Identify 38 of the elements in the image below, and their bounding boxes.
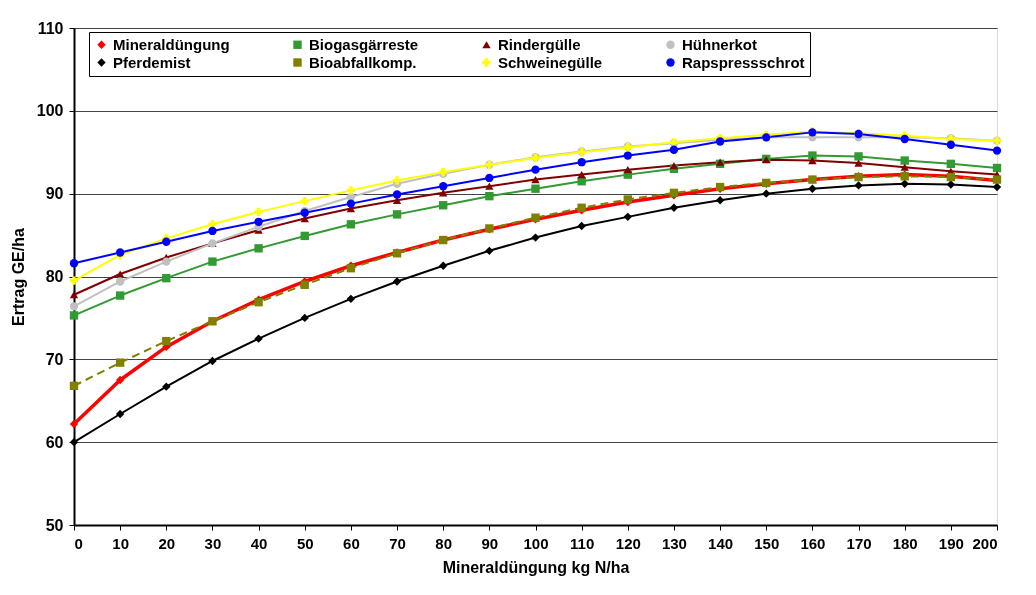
- legend-label: Bioabfallkomp.: [309, 53, 417, 71]
- legend-label: Hühnerkot: [682, 35, 757, 53]
- x-tick-label: 60: [343, 534, 360, 552]
- legend-label: Pferdemist: [113, 53, 191, 71]
- legend-label: Rindergülle: [498, 35, 581, 53]
- x-tick-label: 180: [892, 534, 918, 552]
- legend-label: Mineraldüngung: [113, 35, 230, 53]
- x-tick-label: 90: [481, 534, 499, 552]
- legend-label: Schweinegülle: [498, 53, 603, 71]
- x-tick-label: 110: [570, 534, 595, 552]
- x-tick-label: 160: [800, 534, 826, 552]
- x-tick-label: 10: [112, 534, 129, 552]
- x-tick-label: 80: [435, 534, 453, 552]
- y-axis-title: Ertrag GE/ha: [9, 228, 27, 326]
- y-tick-label: 90: [45, 185, 64, 203]
- x-tick-label: 200: [972, 534, 998, 552]
- x-tick-label: 20: [158, 534, 176, 552]
- y-tick-label: 50: [45, 516, 64, 534]
- y-tick-label: 80: [45, 268, 64, 285]
- x-tick-label: 0: [74, 534, 83, 552]
- x-tick-label: 50: [296, 534, 314, 552]
- x-tick-label: 100: [523, 534, 549, 552]
- legend-label: Biogasgärreste: [309, 35, 419, 53]
- x-tick-label: 30: [204, 534, 222, 552]
- y-tick-label: 110: [37, 19, 64, 37]
- x-tick-label: 150: [754, 534, 780, 552]
- x-tick-label: 190: [938, 534, 964, 552]
- y-tick-label: 70: [45, 350, 64, 368]
- x-tick-label: 140: [708, 534, 734, 552]
- x-tick-label: 40: [250, 534, 268, 552]
- y-tick-label: 100: [36, 102, 64, 120]
- legend-label: Rapspressschrot: [682, 53, 805, 71]
- x-tick-label: 130: [661, 534, 687, 552]
- y-tick-label: 60: [45, 433, 64, 451]
- x-tick-label: 70: [389, 534, 406, 552]
- x-tick-label: 120: [615, 534, 641, 552]
- x-tick-label: 170: [846, 534, 872, 552]
- x-axis-title: Mineraldüngung kg N/ha: [442, 558, 630, 576]
